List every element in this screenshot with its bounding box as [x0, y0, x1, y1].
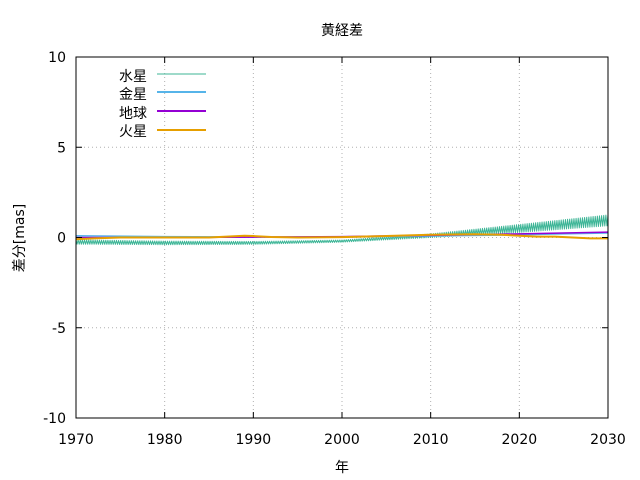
x-tick-label: 1990 [236, 432, 272, 448]
y-tick-label: -5 [52, 321, 66, 337]
x-tick-label: 2020 [502, 432, 538, 448]
series-line-3 [75, 233, 608, 241]
legend-label-mercury: 水星 [119, 69, 147, 85]
x-tick-label: 2000 [324, 432, 360, 448]
x-tick-label: 1980 [147, 432, 183, 448]
legend-label-mars: 火星 [119, 124, 147, 140]
legend-label-venus: 金星 [119, 87, 147, 103]
y-tick-label: 5 [57, 140, 66, 156]
x-tick-label: 2030 [590, 432, 626, 448]
y-tick-label: 0 [57, 231, 66, 247]
chart-title: 黄経差 [321, 23, 363, 39]
x-axis-label: 年 [335, 460, 349, 476]
x-tick-label: 1970 [58, 432, 94, 448]
x-tick-label: 2010 [413, 432, 449, 448]
y-axis-label: 差分[mas] [12, 203, 28, 273]
y-tick-label: 10 [48, 50, 66, 66]
series-line-0 [75, 214, 609, 246]
legend-label-earth: 地球 [119, 106, 147, 122]
y-tick-label: -10 [43, 411, 66, 427]
